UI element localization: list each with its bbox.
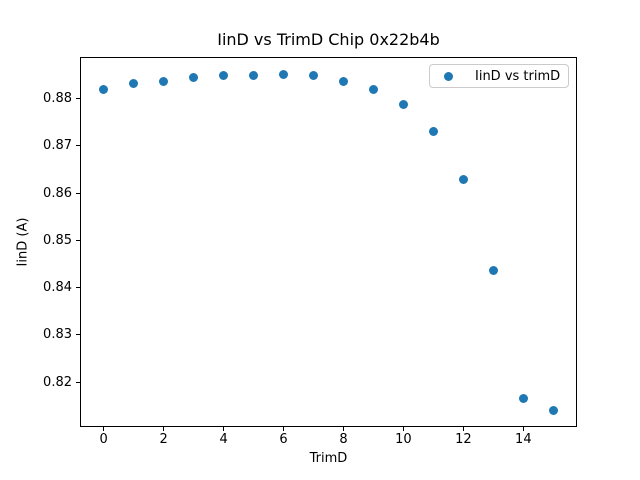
data-point xyxy=(488,265,498,275)
data-point xyxy=(219,70,229,80)
y-tick-label: 0.83 xyxy=(43,327,72,343)
data-point xyxy=(279,69,289,79)
data-point xyxy=(249,70,259,80)
y-tick-label: 0.85 xyxy=(43,232,72,248)
x-tick-mark xyxy=(462,427,464,431)
y-tick-mark xyxy=(76,334,80,336)
x-tick-mark xyxy=(223,427,225,431)
data-point xyxy=(129,79,139,89)
legend-label: IinD vs trimD xyxy=(475,68,561,84)
x-tick-mark xyxy=(402,427,404,431)
data-point xyxy=(99,85,109,95)
x-tick-mark xyxy=(342,427,344,431)
chart-title: IinD vs TrimD Chip 0x22b4b xyxy=(217,30,440,49)
y-tick-mark xyxy=(76,98,80,100)
y-tick-mark xyxy=(76,239,80,241)
y-tick-label: 0.88 xyxy=(43,91,72,107)
data-point xyxy=(548,405,558,415)
x-axis-label: TrimD xyxy=(309,451,348,466)
data-point xyxy=(398,100,408,110)
x-tick-mark xyxy=(103,427,105,431)
data-point xyxy=(189,72,199,82)
x-tick-mark xyxy=(283,427,285,431)
data-point xyxy=(428,126,438,136)
data-point xyxy=(368,85,378,95)
x-tick-label: 0 xyxy=(99,432,108,447)
data-point xyxy=(518,393,528,403)
x-tick-label: 6 xyxy=(279,432,288,447)
y-tick-label: 0.84 xyxy=(43,280,72,296)
x-tick-mark xyxy=(522,427,524,431)
y-tick-mark xyxy=(76,145,80,147)
y-tick-mark xyxy=(76,192,80,194)
x-tick-label: 8 xyxy=(339,432,348,447)
x-tick-label: 12 xyxy=(455,432,472,447)
y-tick-label: 0.86 xyxy=(43,185,72,201)
x-tick-label: 4 xyxy=(219,432,228,447)
data-point xyxy=(338,76,348,86)
legend-marker-icon xyxy=(444,71,453,81)
y-tick-mark xyxy=(76,287,80,289)
y-tick-label: 0.82 xyxy=(43,374,72,390)
x-tick-mark xyxy=(163,427,165,431)
data-point xyxy=(159,76,169,86)
x-tick-label: 14 xyxy=(515,432,532,447)
y-tick-label: 0.87 xyxy=(43,138,72,154)
x-tick-label: 2 xyxy=(159,432,168,447)
y-tick-mark xyxy=(76,381,80,383)
plot-area xyxy=(80,57,577,427)
data-point xyxy=(458,174,468,184)
legend: IinD vs trimD xyxy=(429,64,569,88)
data-point xyxy=(309,71,318,81)
x-tick-label: 10 xyxy=(395,432,412,447)
